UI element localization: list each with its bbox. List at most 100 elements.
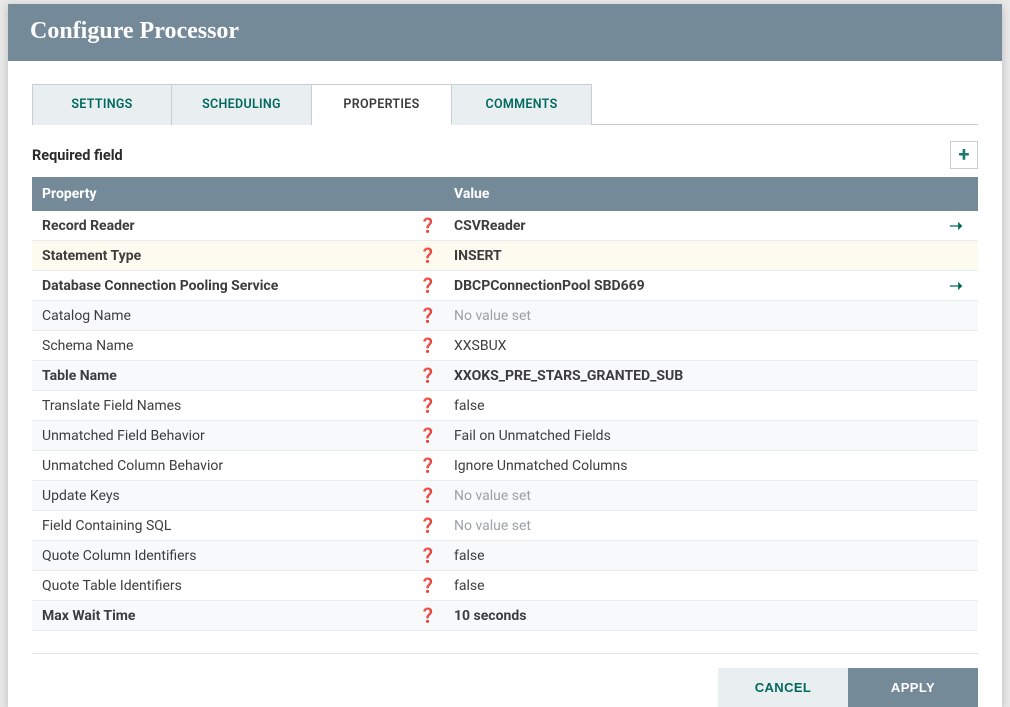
tab-settings[interactable]: SETTINGS	[32, 84, 172, 125]
value-text: XXSBUX	[454, 338, 932, 354]
value-text: false	[454, 398, 932, 414]
value-text: No value set	[454, 518, 932, 534]
apply-button[interactable]: APPLY	[848, 668, 978, 707]
value-cell[interactable]: false	[444, 393, 942, 419]
header-property: Property	[32, 177, 444, 211]
property-cell: Schema Name❓	[32, 333, 444, 359]
property-cell: Catalog Name❓	[32, 303, 444, 329]
dialog-header: Configure Processor	[8, 4, 1002, 61]
help-icon[interactable]: ❓	[418, 308, 438, 324]
table-row[interactable]: Translate Field Names❓ false	[32, 391, 978, 421]
property-cell: Record Reader❓	[32, 213, 444, 239]
tab-properties[interactable]: PROPERTIES	[312, 84, 452, 125]
help-icon[interactable]: ❓	[418, 548, 438, 564]
help-icon[interactable]: ❓	[418, 218, 438, 234]
table-row[interactable]: Database Connection Pooling Service❓ DBCP…	[32, 271, 978, 301]
property-name: Catalog Name	[42, 308, 418, 324]
property-name: Field Containing SQL	[42, 518, 418, 534]
property-name: Schema Name	[42, 338, 418, 354]
dialog-body: SETTINGSSCHEDULINGPROPERTIESCOMMENTS Req…	[8, 61, 1002, 654]
property-cell: Field Containing SQL❓	[32, 513, 444, 539]
table-row[interactable]: Unmatched Column Behavior❓ Ignore Unmatch…	[32, 451, 978, 481]
configure-processor-dialog: Configure Processor SETTINGSSCHEDULINGPR…	[8, 4, 1002, 707]
value-text: CSVReader	[454, 218, 932, 234]
property-name: Unmatched Field Behavior	[42, 428, 418, 444]
value-cell[interactable]: 10 seconds	[444, 603, 942, 629]
property-name: Statement Type	[42, 248, 418, 264]
goto-icon[interactable]: ➝	[942, 216, 978, 235]
table-row[interactable]: Max Wait Time❓ 10 seconds	[32, 601, 978, 631]
property-name: Quote Table Identifiers	[42, 578, 418, 594]
value-cell[interactable]: No value set	[444, 513, 942, 539]
required-field-label: Required field	[32, 147, 123, 164]
value-cell[interactable]: false	[444, 573, 942, 599]
help-icon[interactable]: ❓	[418, 338, 438, 354]
help-icon[interactable]: ❓	[418, 248, 438, 264]
help-icon[interactable]: ❓	[418, 518, 438, 534]
table-body[interactable]: Record Reader❓CSVReader➝Statement Type❓I…	[32, 211, 978, 654]
header-value: Value	[444, 177, 978, 211]
help-icon[interactable]: ❓	[418, 278, 438, 294]
help-icon[interactable]: ❓	[418, 368, 438, 384]
tab-comments[interactable]: COMMENTS	[452, 84, 592, 125]
value-text: Fail on Unmatched Fields	[454, 428, 932, 444]
table-row[interactable]: Table Name❓ XXOKS_PRE_STARS_GRANTED_SUB	[32, 361, 978, 391]
goto-icon[interactable]: ➝	[942, 276, 978, 295]
property-cell: Unmatched Column Behavior❓	[32, 453, 444, 479]
value-text: false	[454, 578, 932, 594]
value-cell[interactable]: XXSBUX	[444, 333, 942, 359]
value-text: No value set	[454, 308, 932, 324]
value-cell[interactable]: CSVReader	[444, 213, 942, 239]
property-name: Translate Field Names	[42, 398, 418, 414]
tab-scheduling[interactable]: SCHEDULING	[172, 84, 312, 125]
value-text: XXOKS_PRE_STARS_GRANTED_SUB	[454, 368, 932, 384]
value-cell[interactable]: No value set	[444, 303, 942, 329]
property-name: Unmatched Column Behavior	[42, 458, 418, 474]
property-cell: Translate Field Names❓	[32, 393, 444, 419]
help-icon[interactable]: ❓	[418, 578, 438, 594]
table-row[interactable]: Quote Table Identifiers❓ false	[32, 571, 978, 601]
table-row[interactable]: Update Keys❓No value set	[32, 481, 978, 511]
value-text: false	[454, 548, 932, 564]
value-text: DBCPConnectionPool SBD669	[454, 278, 932, 294]
cancel-button[interactable]: CANCEL	[718, 668, 848, 707]
help-icon[interactable]: ❓	[418, 488, 438, 504]
dialog-footer: CANCEL APPLY	[8, 654, 1002, 707]
value-text: Ignore Unmatched Columns	[454, 458, 932, 474]
table-row[interactable]: Field Containing SQL❓ No value set	[32, 511, 978, 541]
property-name: Quote Column Identifiers	[42, 548, 418, 564]
property-cell: Quote Table Identifiers❓	[32, 573, 444, 599]
value-cell[interactable]: INSERT	[444, 243, 942, 269]
help-icon[interactable]: ❓	[418, 398, 438, 414]
property-cell: Unmatched Field Behavior❓	[32, 423, 444, 449]
table-row[interactable]: Schema Name❓ XXSBUX	[32, 331, 978, 361]
property-name: Database Connection Pooling Service	[42, 278, 418, 294]
property-name: Max Wait Time	[42, 608, 418, 624]
help-icon[interactable]: ❓	[418, 428, 438, 444]
property-cell: Statement Type❓	[32, 243, 444, 269]
property-name: Record Reader	[42, 218, 418, 234]
help-icon[interactable]: ❓	[418, 608, 438, 624]
property-cell: Table Name❓	[32, 363, 444, 389]
help-icon[interactable]: ❓	[418, 458, 438, 474]
value-cell[interactable]: Ignore Unmatched Columns	[444, 453, 942, 479]
value-cell[interactable]: XXOKS_PRE_STARS_GRANTED_SUB	[444, 363, 942, 389]
property-cell: Database Connection Pooling Service❓	[32, 273, 444, 299]
value-text: 10 seconds	[454, 608, 932, 624]
table-row[interactable]: Quote Column Identifiers❓ false	[32, 541, 978, 571]
table-row[interactable]: Catalog Name❓ No value set	[32, 301, 978, 331]
table-row[interactable]: Statement Type❓INSERT	[32, 241, 978, 271]
value-cell[interactable]: false	[444, 543, 942, 569]
tab-bar: SETTINGSSCHEDULINGPROPERTIESCOMMENTS	[32, 83, 978, 125]
table-row[interactable]: Record Reader❓ CSVReader ➝	[32, 211, 978, 241]
property-name: Table Name	[42, 368, 418, 384]
value-cell[interactable]: DBCPConnectionPool SBD669	[444, 273, 942, 299]
value-cell[interactable]: Fail on Unmatched Fields	[444, 423, 942, 449]
property-cell: Max Wait Time❓	[32, 603, 444, 629]
properties-table: Property Value Record Reader❓CSVReader➝S…	[32, 177, 978, 654]
add-property-button[interactable]: +	[950, 141, 978, 169]
table-row[interactable]: Unmatched Field Behavior❓ Fail on Unmatch…	[32, 421, 978, 451]
value-cell[interactable]: No value set	[444, 483, 942, 509]
property-cell: Update Keys❓	[32, 483, 444, 509]
dialog-title: Configure Processor	[30, 18, 980, 45]
